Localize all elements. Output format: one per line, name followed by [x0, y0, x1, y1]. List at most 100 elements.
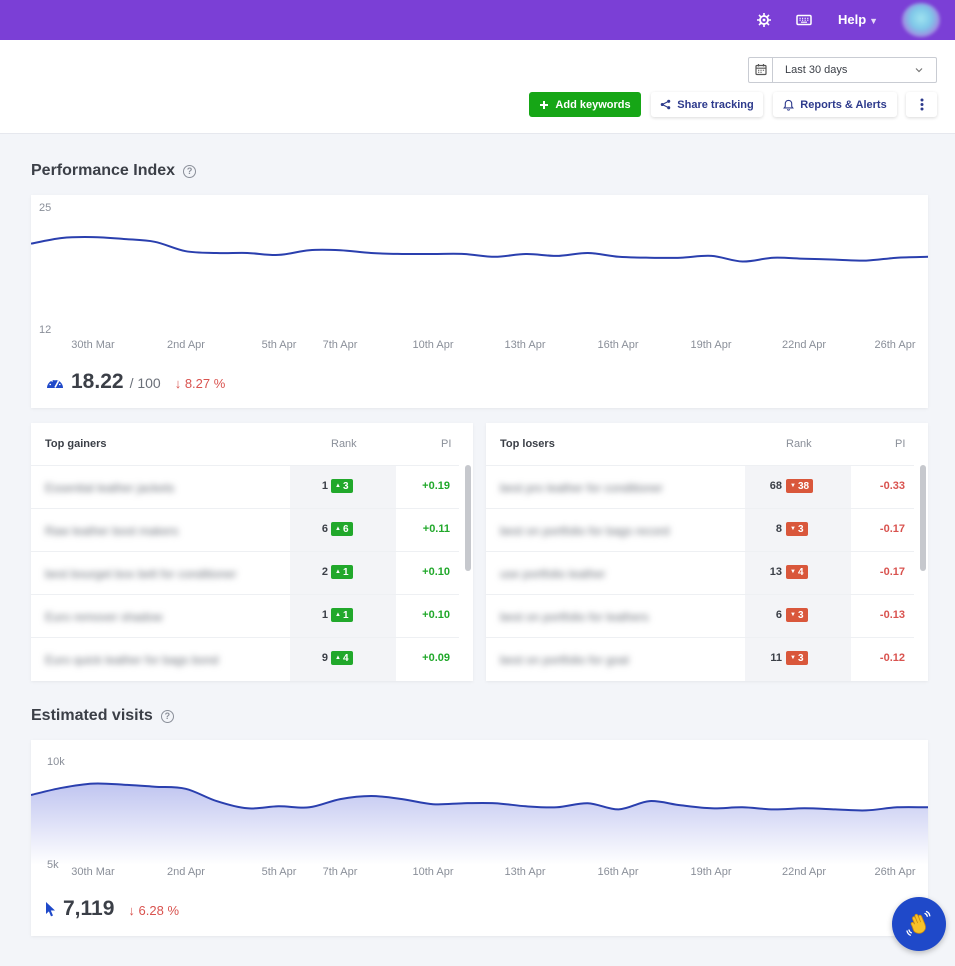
page-header: Last 30 days Add keywords Share tracking… — [0, 40, 955, 134]
rank-change-value: 3 — [797, 652, 804, 664]
date-range-select[interactable]: Last 30 days — [748, 57, 937, 83]
x-tick-label: 7th Apr — [322, 339, 358, 351]
reports-alerts-button[interactable]: Reports & Alerts — [773, 92, 897, 117]
x-tick-label: 5th Apr — [261, 339, 297, 351]
chat-button[interactable] — [892, 897, 946, 951]
avatar[interactable] — [902, 3, 940, 37]
rank-column-header[interactable]: Rank — [331, 438, 357, 450]
table-row[interactable]: use portfolio leather 13 ▼ 4 -0.17 — [486, 551, 914, 594]
x-tick-label: 26th Apr — [874, 866, 916, 878]
x-tick-label: 22nd Apr — [781, 866, 827, 878]
x-tick-label: 30th Mar — [71, 339, 115, 351]
keyword-cell[interactable]: Euro quick leather for bags bond — [45, 653, 219, 667]
top-gainers-card: Top gainers Rank PI Essential leather ja… — [31, 423, 473, 681]
x-tick-label: 5th Apr — [261, 866, 297, 878]
rank-change-badge: ▲ 6 — [331, 522, 353, 536]
pi-value: +0.11 — [422, 523, 450, 535]
table-row[interactable]: best on portfolio for leathers 6 ▼ 3 -0.13 — [486, 594, 914, 637]
scrollbar[interactable] — [920, 465, 926, 571]
table-row[interactable]: Euro remover shadow 1 ▲ 1 +0.10 — [31, 594, 459, 637]
arrow-up-icon: ▲ — [335, 526, 341, 532]
table-row[interactable]: Euro quick leather for bags bond 9 ▲ 4 +0.09 — [31, 637, 459, 680]
help-menu[interactable]: Help ▼ — [838, 12, 878, 27]
arrow-down-icon: ▼ — [790, 612, 796, 618]
share-icon — [661, 99, 671, 110]
help-circle-icon[interactable]: ? — [183, 164, 197, 178]
arrow-up-icon: ▲ — [335, 612, 341, 618]
estimated-visits-value: 7,119 — [63, 897, 115, 920]
table-row[interactable]: best bourget box belt for conditioner 2 ▲ 1… — [31, 551, 459, 594]
settings-icon[interactable] — [756, 12, 772, 28]
x-tick-label: 7th Apr — [322, 866, 358, 878]
table-row[interactable]: best pro leather for conditioner 68 ▼ 38 -0.… — [486, 465, 914, 508]
arrow-up-icon: ▲ — [335, 655, 341, 661]
rank-change-badge: ▲ 1 — [331, 565, 353, 579]
share-tracking-button[interactable]: Share tracking — [651, 92, 763, 117]
top-losers-title: Top losers — [500, 438, 555, 450]
rank-value: 11 — [770, 652, 782, 664]
estimated-visits-delta: ↓ 6.28 % — [128, 903, 180, 918]
more-options-button[interactable] — [906, 92, 937, 117]
keyword-cell[interactable]: Raw leather boot makers — [45, 524, 179, 538]
keyword-cell[interactable]: best pro leather for conditioner — [500, 481, 663, 495]
rank-value: 1 — [321, 609, 328, 621]
table-row[interactable]: Raw leather boot makers 6 ▲ 6 +0.11 — [31, 508, 459, 551]
performance-index-card: 25 12 30th Mar 2nd Apr 5th Apr 7th Apr 10th … — [31, 195, 928, 408]
rank-value: 68 — [769, 480, 782, 492]
table-row[interactable]: best on portfolio for goal 11 ▼ 3 -0.12 — [486, 637, 914, 680]
pi-column-header[interactable]: PI — [895, 438, 906, 450]
rank-change-value: 3 — [342, 480, 349, 492]
keyword-cell[interactable]: use portfolio leather — [500, 567, 606, 581]
keyword-cell[interactable]: Essential leather jackets — [45, 481, 175, 495]
rank-change-badge: ▼ 3 — [786, 608, 808, 622]
x-tick-label: 13th Apr — [504, 339, 546, 351]
pi-column-header[interactable]: PI — [441, 438, 452, 450]
rank-change-badge: ▼ 3 — [786, 522, 808, 536]
rank-change-badge: ▼ 38 — [786, 479, 814, 493]
y-tick-max: 10k — [47, 756, 65, 768]
table-row[interactable]: Essential leather jackets 1 ▲ 3 +0.19 — [31, 465, 459, 508]
x-tick-label: 19th Apr — [690, 339, 732, 351]
performance-index-delta-value: 8.27 % — [184, 376, 226, 391]
performance-index-chart — [31, 236, 928, 263]
x-tick-label: 2nd Apr — [167, 339, 205, 351]
arrow-down-icon: ▼ — [790, 483, 796, 489]
add-keywords-button[interactable]: Add keywords — [529, 92, 641, 117]
date-range-value: Last 30 days — [785, 64, 848, 76]
estimated-visits-area — [31, 783, 928, 865]
rank-change-value: 6 — [342, 523, 349, 535]
pi-value: +0.09 — [422, 652, 450, 664]
keyboard-icon[interactable] — [796, 12, 812, 28]
arrow-up-icon: ▲ — [335, 483, 341, 489]
rank-change-value: 3 — [797, 609, 804, 621]
rank-column-header[interactable]: Rank — [786, 438, 812, 450]
help-label: Help — [838, 12, 867, 27]
estimated-visits-delta-value: 6.28 % — [138, 903, 180, 918]
keyword-cell[interactable]: best on portfolio for leathers — [500, 610, 649, 624]
rank-change-value: 1 — [342, 566, 349, 578]
rank-change-badge: ▼ 4 — [786, 565, 808, 579]
performance-index-delta: ↓ 8.27 % — [174, 376, 226, 391]
chevron-down-icon: ▼ — [869, 16, 879, 26]
keyword-cell[interactable]: best on portfolio for bags record — [500, 524, 670, 538]
keyword-cell[interactable]: best on portfolio for goal — [500, 653, 629, 667]
keyword-cell[interactable]: best bourget box belt for conditioner — [45, 567, 237, 581]
rank-change-value: 4 — [797, 566, 804, 578]
top-gainers-header: Top gainers Rank PI — [31, 423, 473, 465]
x-tick-label: 13th Apr — [504, 866, 546, 878]
performance-index-title: Performance Index ? — [31, 162, 197, 180]
x-tick-label: 16th Apr — [597, 339, 639, 351]
table-row[interactable]: best on portfolio for bags record 8 ▼ 3 -0.1… — [486, 508, 914, 551]
estimated-visits-heading: Estimated visits — [31, 707, 153, 724]
pi-value: +0.10 — [422, 566, 450, 578]
performance-index-max: / 100 — [129, 375, 161, 391]
rank-value: 8 — [775, 523, 782, 535]
x-tick-label: 19th Apr — [690, 866, 732, 878]
pi-value: +0.10 — [422, 609, 450, 621]
help-circle-icon[interactable]: ? — [160, 709, 174, 723]
keyword-cell[interactable]: Euro remover shadow — [45, 610, 163, 624]
rank-value: 2 — [321, 566, 328, 578]
plus-icon — [540, 100, 549, 109]
scrollbar[interactable] — [465, 465, 471, 571]
kebab-menu-icon — [920, 98, 923, 111]
